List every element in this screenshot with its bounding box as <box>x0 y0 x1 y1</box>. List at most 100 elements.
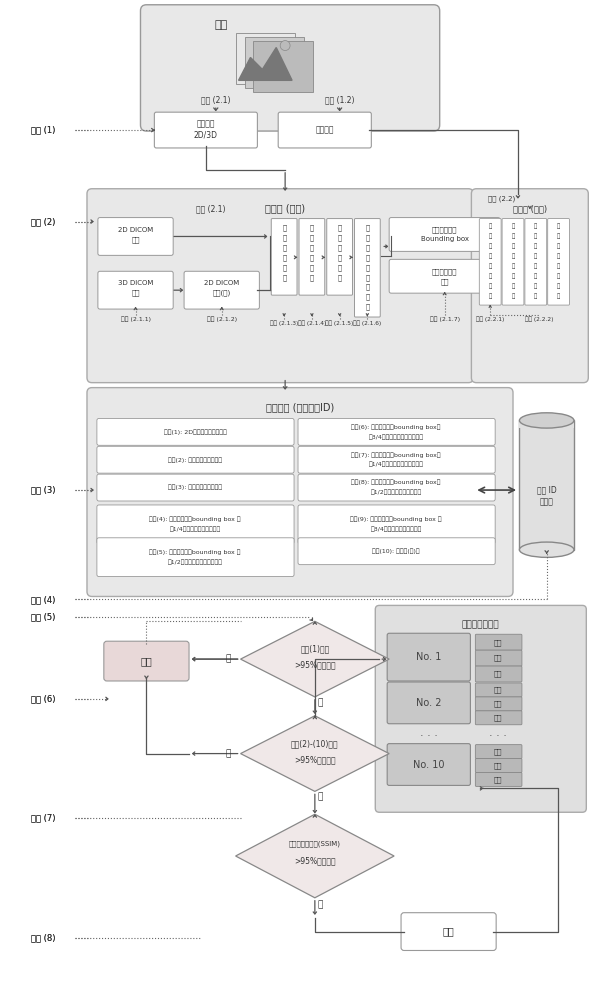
Text: 提: 提 <box>534 224 537 229</box>
FancyBboxPatch shape <box>97 474 294 501</box>
Text: 均: 均 <box>310 254 314 261</box>
Text: 特征(1): 2D图像组数量（帧数）: 特征(1): 2D图像组数量（帧数） <box>164 429 226 435</box>
Text: 2D DICOM: 2D DICOM <box>118 227 153 233</box>
FancyBboxPatch shape <box>476 650 522 666</box>
Text: 位: 位 <box>512 293 515 299</box>
Text: 步骤 (6): 步骤 (6) <box>31 694 55 703</box>
Text: 特征(8): 取图像轮廓的bounding box横: 特征(8): 取图像轮廓的bounding box横 <box>352 480 441 485</box>
Text: 步骤 (1): 步骤 (1) <box>31 126 55 135</box>
Text: 目: 目 <box>489 244 492 249</box>
FancyBboxPatch shape <box>389 259 500 293</box>
Text: 步骤 (2.1.5): 步骤 (2.1.5) <box>325 320 354 326</box>
Ellipse shape <box>519 413 574 428</box>
Text: No. 2: No. 2 <box>416 698 441 708</box>
FancyBboxPatch shape <box>476 759 522 772</box>
FancyBboxPatch shape <box>476 745 522 759</box>
Text: 2D DICOM: 2D DICOM <box>204 280 240 286</box>
Text: 否: 否 <box>226 655 231 664</box>
Text: 年龄: 年龄 <box>494 655 503 661</box>
Text: 取: 取 <box>557 234 560 239</box>
FancyBboxPatch shape <box>87 189 473 383</box>
Text: 自: 自 <box>338 224 341 231</box>
Text: 步骤 (6): 步骤 (6) <box>31 694 55 703</box>
Text: 提取特征 (建立图像ID): 提取特征 (建立图像ID) <box>266 403 334 413</box>
Text: 特征(5): 取图像轮廓的bounding box 纵: 特征(5): 取图像轮廓的bounding box 纵 <box>149 549 241 555</box>
Text: 图: 图 <box>365 224 370 231</box>
Text: 提: 提 <box>512 224 515 229</box>
Text: 目: 目 <box>365 274 370 281</box>
Text: 特征(2): 图像轮廓纵向最长轴: 特征(2): 图像轮廓纵向最长轴 <box>168 457 222 463</box>
Text: 特征(2)-(10)是否: 特征(2)-(10)是否 <box>291 739 338 748</box>
Text: 衡: 衡 <box>310 264 314 271</box>
Text: 化: 化 <box>338 274 341 281</box>
Text: 取: 取 <box>512 234 515 239</box>
Text: 图: 图 <box>489 264 492 269</box>
Text: 向3/4处，图像轮廓的最长轴: 向3/4处，图像轮廓的最长轴 <box>370 527 422 532</box>
Text: 病史: 病史 <box>494 714 503 721</box>
Circle shape <box>280 41 290 51</box>
Text: 显示最相似结果: 显示最相似结果 <box>461 621 499 630</box>
Text: 是: 是 <box>317 900 322 909</box>
FancyBboxPatch shape <box>298 446 495 473</box>
Text: 年龄: 年龄 <box>494 701 503 707</box>
Text: 目: 目 <box>557 244 560 249</box>
Text: 特征(3): 图像轮廓横向最长轴: 特征(3): 图像轮廓横向最长轴 <box>168 485 222 490</box>
Bar <box>519 420 574 428</box>
Text: 步骤 (8): 步骤 (8) <box>31 933 55 942</box>
Text: 特征(10): 图像体(面)积: 特征(10): 图像体(面)积 <box>373 548 420 554</box>
Text: 向1/2处，图像轮廓的最长轴：: 向1/2处，图像轮廓的最长轴： <box>168 559 222 565</box>
Text: 步骤 (6): 步骤 (6) <box>31 749 55 758</box>
Text: 特征(7): 取图像轮廓的bounding box横: 特征(7): 取图像轮廓的bounding box横 <box>351 452 441 458</box>
Bar <box>235 33 295 84</box>
Text: 是: 是 <box>317 698 322 707</box>
Text: 图像: 图像 <box>131 236 140 243</box>
Text: 步骤 (4): 步骤 (4) <box>31 595 55 604</box>
Text: . . .: . . . <box>420 728 438 738</box>
Text: 步骤 (2.1.4): 步骤 (2.1.4) <box>298 320 326 326</box>
FancyBboxPatch shape <box>184 271 259 309</box>
Text: 图像: 图像 <box>131 290 140 296</box>
Text: 图: 图 <box>557 264 560 269</box>
Text: 式: 式 <box>282 274 286 281</box>
Text: 性别: 性别 <box>494 748 503 755</box>
Text: 特征(1)是否: 特征(1)是否 <box>300 645 329 654</box>
Text: 取: 取 <box>534 234 537 239</box>
Text: 步骤 (2.2.2): 步骤 (2.2.2) <box>525 316 553 322</box>
Text: >95%以上相似: >95%以上相似 <box>294 755 335 764</box>
FancyBboxPatch shape <box>389 218 500 251</box>
Text: 标: 标 <box>557 254 560 259</box>
Text: 直: 直 <box>310 224 314 231</box>
FancyBboxPatch shape <box>87 388 513 596</box>
FancyBboxPatch shape <box>387 682 470 724</box>
FancyBboxPatch shape <box>401 913 496 950</box>
Polygon shape <box>241 716 389 791</box>
Text: 性别: 性别 <box>494 687 503 693</box>
FancyBboxPatch shape <box>326 219 352 295</box>
FancyBboxPatch shape <box>479 219 501 305</box>
FancyBboxPatch shape <box>476 634 522 650</box>
Text: 病史: 病史 <box>494 671 503 677</box>
Bar <box>253 41 313 92</box>
Text: 特征(6): 取图像轮廓的bounding box纵: 特征(6): 取图像轮廓的bounding box纵 <box>352 424 441 430</box>
Text: No. 1: No. 1 <box>416 652 441 662</box>
Text: 数: 数 <box>557 293 560 299</box>
FancyBboxPatch shape <box>298 418 495 445</box>
Text: 2D/3D: 2D/3D <box>194 131 218 140</box>
Text: 步骤 (2.1.3): 步骤 (2.1.3) <box>270 320 298 326</box>
FancyBboxPatch shape <box>476 697 522 711</box>
Text: 像: 像 <box>489 273 492 279</box>
Text: 步骤 (1.2): 步骤 (1.2) <box>325 96 355 105</box>
Text: 讯: 讯 <box>534 293 537 299</box>
Text: 部: 部 <box>512 283 515 289</box>
FancyBboxPatch shape <box>476 711 522 725</box>
Text: 排除: 排除 <box>141 656 152 666</box>
Text: 轮廓: 轮廓 <box>440 278 449 285</box>
Text: 提: 提 <box>557 224 560 229</box>
Text: 步骤 (2): 步骤 (2) <box>31 217 55 226</box>
Text: 资: 资 <box>534 283 537 289</box>
Text: 像: 像 <box>365 234 370 241</box>
FancyBboxPatch shape <box>271 219 297 295</box>
FancyBboxPatch shape <box>476 666 522 682</box>
Text: 标: 标 <box>365 284 370 290</box>
Text: 像: 像 <box>512 273 515 279</box>
